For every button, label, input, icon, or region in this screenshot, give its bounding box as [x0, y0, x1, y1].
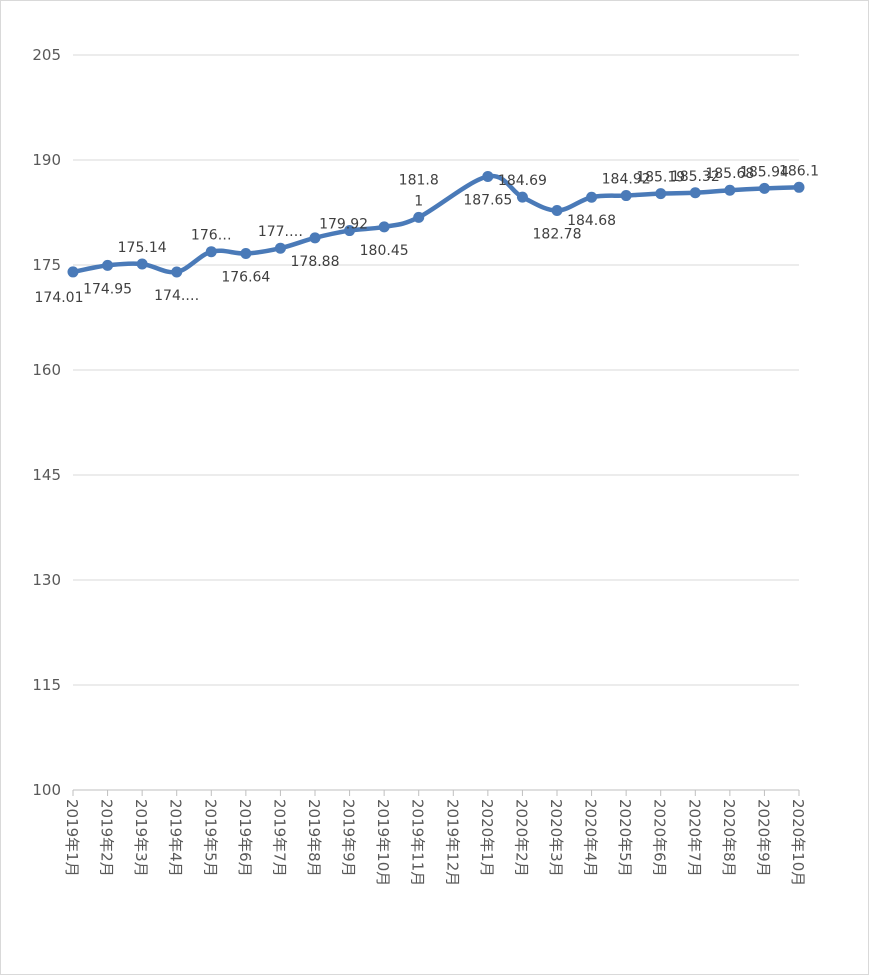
data-point — [551, 205, 563, 217]
y-tick-label: 160 — [32, 361, 61, 379]
x-axis: 2019年1月 2019年2月 2019年3月 2019年4月 2019年5月 2019年… — [63, 789, 807, 886]
x-tick-label: 2020年4月 — [582, 799, 600, 877]
data-label: 187.65 — [463, 192, 512, 208]
x-tick-label: 2019年8月 — [305, 799, 323, 877]
series-path — [70, 173, 802, 275]
data-points — [67, 170, 805, 278]
data-point — [724, 184, 736, 196]
x-tick-label: 2019年2月 — [98, 799, 116, 877]
data-point — [516, 191, 528, 203]
data-label: 185.68 — [705, 166, 754, 182]
x-tick-label: 2020年9月 — [754, 799, 772, 877]
data-point — [344, 225, 356, 237]
data-label: 174.01 — [35, 290, 84, 306]
x-tick-label: 2019年6月 — [236, 799, 254, 877]
data-label: 175.14 — [118, 240, 167, 256]
data-point — [758, 182, 770, 194]
x-tick-label: 2019年7月 — [270, 799, 288, 877]
data-label: 184.92 — [602, 172, 651, 188]
x-tick-label: 2019年9月 — [340, 799, 358, 877]
data-label: 177.… — [258, 224, 303, 240]
data-label: 185.94 — [740, 164, 789, 180]
data-point — [102, 259, 114, 271]
y-tick-label: 115 — [32, 676, 61, 694]
data-label: 176.64 — [221, 270, 270, 286]
data-point — [586, 191, 598, 203]
data-label: 185.19 — [636, 170, 685, 186]
y-tick-label: 130 — [32, 571, 61, 589]
data-point — [655, 188, 667, 200]
x-tick-label: 2020年3月 — [547, 799, 565, 877]
x-tick-label: 2020年6月 — [651, 799, 669, 877]
data-label: 185.32 — [671, 169, 720, 185]
data-label: 174.95 — [83, 281, 132, 297]
x-tick-label: 2019年4月 — [167, 799, 185, 877]
series-line — [70, 173, 802, 275]
x-tick-label: 2020年1月 — [478, 799, 496, 877]
data-label: 181.8 1 — [399, 172, 439, 209]
x-tick-label: 2019年12月 — [443, 799, 461, 886]
y-tick-label: 100 — [32, 781, 61, 799]
x-tick-label: 2020年7月 — [685, 799, 703, 877]
data-point — [240, 248, 252, 260]
x-tick-label: 2020年2月 — [512, 799, 530, 877]
data-point — [205, 246, 217, 258]
y-tick-label: 175 — [32, 256, 61, 274]
data-label: 180.45 — [360, 243, 409, 259]
data-point — [793, 181, 805, 193]
data-label: 174.… — [154, 288, 199, 304]
y-tick-label: 145 — [32, 466, 61, 484]
data-point — [274, 242, 286, 254]
y-axis: 100 115 130 145 160 175 190 205 — [32, 46, 61, 799]
data-label: 178.88 — [291, 254, 340, 270]
data-label: 182.78 — [533, 227, 582, 243]
x-tick-label: 2019年10月 — [374, 799, 392, 886]
data-point — [482, 170, 494, 182]
data-point — [413, 211, 425, 223]
data-point — [309, 232, 321, 244]
data-point — [67, 266, 79, 278]
x-tick-label: 2019年1月 — [63, 799, 81, 877]
data-point — [689, 187, 701, 199]
data-point — [171, 266, 183, 278]
gridlines — [73, 54, 799, 686]
y-tick-label: 205 — [32, 46, 61, 64]
y-tick-label: 190 — [32, 151, 61, 169]
data-point — [620, 190, 632, 202]
x-tick-label: 2020年10月 — [789, 799, 807, 886]
x-tick-label: 2020年8月 — [720, 799, 738, 877]
data-point — [136, 258, 148, 270]
x-tick-label: 2020年5月 — [616, 799, 634, 877]
data-label: 184.69 — [498, 173, 547, 189]
data-label: 176… — [191, 228, 232, 244]
data-label: 184.68 — [567, 213, 616, 229]
x-tick-label: 2019年5月 — [201, 799, 219, 877]
data-label: 186.1 — [779, 163, 819, 179]
x-tick-label: 2019年11月 — [409, 799, 427, 886]
x-tick-label: 2019年3月 — [132, 799, 150, 877]
data-label: 179.92 — [319, 217, 368, 233]
data-point — [378, 221, 390, 233]
